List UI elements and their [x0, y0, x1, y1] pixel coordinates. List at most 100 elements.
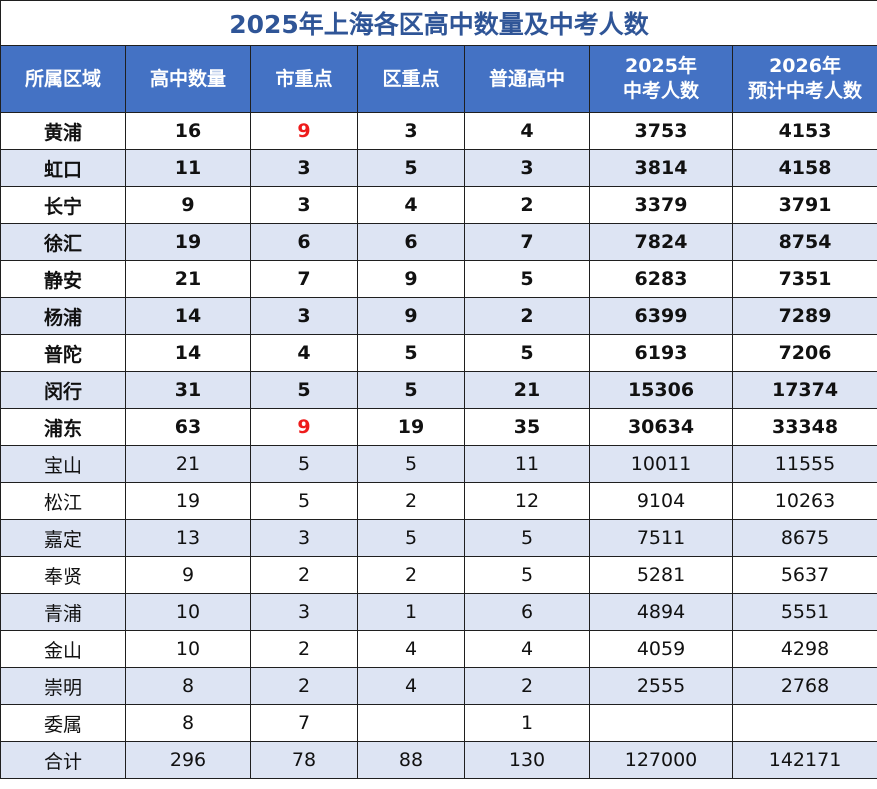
table-row: 松江 19 5 2 12 9104 10263: [0, 482, 877, 520]
cell-district-key: 2: [357, 556, 465, 594]
header-total: 高中数量: [125, 45, 251, 113]
cell-exam-2026: 3791: [731, 186, 877, 224]
cell-exam-2025: 2555: [589, 667, 733, 705]
cell-district-key: 4: [357, 667, 465, 705]
header-exam-2026: 2026年 预计中考人数: [731, 45, 877, 113]
cell-district-key: 9: [357, 260, 465, 298]
cell-area: 嘉定: [0, 519, 126, 557]
cell-city-key: 3: [250, 593, 358, 631]
table-row: 崇明 8 2 4 2 2555 2768: [0, 667, 877, 705]
cell-city-key: 3: [250, 519, 358, 557]
cell-exam-2026: [731, 704, 877, 742]
cell-area: 静安: [0, 260, 126, 298]
cell-city-key: 2: [250, 630, 358, 668]
cell-city-key: 5: [250, 482, 358, 520]
table-row: 宝山 21 5 5 11 10011 11555: [0, 445, 877, 483]
cell-exam-2025: 5281: [589, 556, 733, 594]
cell-city-key: 7: [250, 260, 358, 298]
cell-area: 金山: [0, 630, 126, 668]
cell-total: 11: [125, 149, 251, 187]
cell-total: 21: [125, 260, 251, 298]
cell-total: 9: [125, 556, 251, 594]
cell-total: 31: [125, 371, 251, 409]
header-city-key: 市重点: [250, 45, 358, 113]
cell-exam-2025: 3814: [589, 149, 733, 187]
cell-city-key: 3: [250, 297, 358, 335]
cell-exam-2026: 2768: [731, 667, 877, 705]
cell-exam-2026: 7206: [731, 334, 877, 372]
cell-district-key: 4: [357, 630, 465, 668]
cell-exam-2026: 7289: [731, 297, 877, 335]
cell-total: 9: [125, 186, 251, 224]
cell-total: 16: [125, 112, 251, 150]
cell-exam-2025: 10011: [589, 445, 733, 483]
cell-exam-2025: 3753: [589, 112, 733, 150]
cell-area: 松江: [0, 482, 126, 520]
cell-total: 296: [125, 741, 251, 779]
cell-area: 长宁: [0, 186, 126, 224]
header-exam-2025: 2025年中考人数: [589, 45, 733, 113]
cell-district-key: 5: [357, 149, 465, 187]
cell-total: 19: [125, 482, 251, 520]
table-title: 2025年上海各区高中数量及中考人数: [0, 0, 877, 46]
cell-total: 10: [125, 630, 251, 668]
header-exam-2026-line: 预计中考人数: [748, 80, 863, 102]
cell-regular: 2: [464, 297, 590, 335]
table-row: 虹口 11 3 5 3 3814 4158: [0, 149, 877, 187]
cell-exam-2026: 4153: [731, 112, 877, 150]
cell-exam-2026: 8754: [731, 223, 877, 261]
table-row: 静安 21 7 9 5 6283 7351: [0, 260, 877, 298]
table-row: 徐汇 19 6 6 7 7824 8754: [0, 223, 877, 261]
cell-total: 13: [125, 519, 251, 557]
cell-total: 8: [125, 704, 251, 742]
cell-exam-2025: 6193: [589, 334, 733, 372]
header-district-key: 区重点: [357, 45, 465, 113]
cell-area: 普陀: [0, 334, 126, 372]
cell-regular: 7: [464, 223, 590, 261]
cell-district-key: 19: [357, 408, 465, 446]
cell-district-key: 1: [357, 593, 465, 631]
cell-regular: 6: [464, 593, 590, 631]
cell-exam-2025: 6283: [589, 260, 733, 298]
cell-exam-2026: 17374: [731, 371, 877, 409]
cell-city-key: 5: [250, 371, 358, 409]
cell-area: 合计: [0, 741, 126, 779]
cell-area: 青浦: [0, 593, 126, 631]
cell-exam-2026: 5637: [731, 556, 877, 594]
cell-area: 崇明: [0, 667, 126, 705]
table-row: 奉贤 9 2 2 5 5281 5637: [0, 556, 877, 594]
cell-city-key: 3: [250, 186, 358, 224]
cell-total: 14: [125, 297, 251, 335]
cell-exam-2026: 8675: [731, 519, 877, 557]
cell-regular: 5: [464, 260, 590, 298]
cell-regular: 3: [464, 149, 590, 187]
cell-city-key: 5: [250, 445, 358, 483]
cell-regular: 11: [464, 445, 590, 483]
table-row: 青浦 10 3 1 6 4894 5551: [0, 593, 877, 631]
header-exam-2025-line: 中考人数: [622, 80, 699, 102]
cell-area: 闵行: [0, 371, 126, 409]
cell-city-key: 3: [250, 149, 358, 187]
cell-area: 宝山: [0, 445, 126, 483]
cell-regular: 5: [464, 556, 590, 594]
cell-city-key: 9: [250, 408, 358, 446]
cell-area: 奉贤: [0, 556, 126, 594]
cell-district-key: 5: [357, 519, 465, 557]
cell-district-key: 2: [357, 482, 465, 520]
cell-total: 10: [125, 593, 251, 631]
cell-total: 63: [125, 408, 251, 446]
cell-regular: 130: [464, 741, 590, 779]
cell-district-key: 5: [357, 371, 465, 409]
table-row: 金山 10 2 4 4 4059 4298: [0, 630, 877, 668]
cell-exam-2025: 7511: [589, 519, 733, 557]
cell-city-key: 7: [250, 704, 358, 742]
header-city-key-line: 市重点: [275, 67, 333, 90]
cell-district-key: 5: [357, 445, 465, 483]
cell-regular: 12: [464, 482, 590, 520]
cell-area: 委属: [0, 704, 126, 742]
cell-total: 19: [125, 223, 251, 261]
cell-exam-2026: 142171: [731, 741, 877, 779]
header-exam-2025-line: 2025年: [625, 55, 697, 77]
cell-city-key: 2: [250, 556, 358, 594]
cell-district-key: 9: [357, 297, 465, 335]
